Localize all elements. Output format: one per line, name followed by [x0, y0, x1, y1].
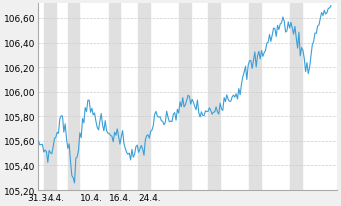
Bar	[109, 4, 120, 190]
Bar	[68, 4, 79, 190]
Bar	[290, 4, 302, 190]
Bar	[138, 4, 150, 190]
Bar	[44, 4, 56, 190]
Bar	[179, 4, 191, 190]
Bar	[208, 4, 220, 190]
Bar	[249, 4, 261, 190]
